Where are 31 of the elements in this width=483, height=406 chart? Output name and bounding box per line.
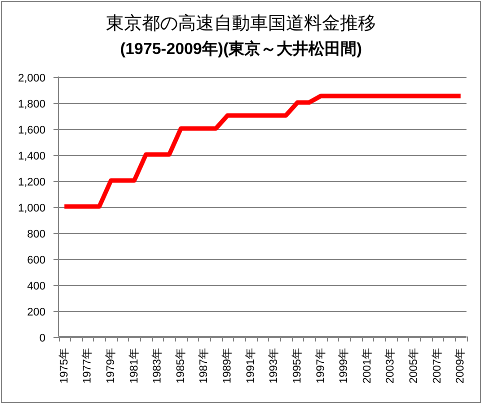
x-tick-label: 1983年 <box>152 348 164 384</box>
y-tick-label: 600 <box>27 254 46 266</box>
y-tick-label: 800 <box>27 228 46 240</box>
y-tick-label: 1,800 <box>18 98 46 110</box>
y-tick-label: 1,600 <box>18 124 46 136</box>
x-tick-label: 1987年 <box>198 348 210 384</box>
x-tick-label: 2005年 <box>408 348 420 384</box>
x-tick-label: 2001年 <box>361 348 374 384</box>
y-tick-label: 1,400 <box>18 150 46 162</box>
x-tick-label: 1989年 <box>222 348 234 384</box>
x-tick-label: 2009年 <box>454 348 467 384</box>
x-tick-label: 2003年 <box>384 348 397 384</box>
y-tick-label: 200 <box>27 306 46 318</box>
x-tick-label: 1985年 <box>174 348 187 384</box>
y-tick-label: 1,200 <box>18 176 46 188</box>
x-tick-label: 2007年 <box>431 348 444 384</box>
x-tick-label: 1995年 <box>291 348 304 384</box>
y-tick-label: 400 <box>27 280 46 292</box>
x-tick-label: 1979年 <box>104 348 117 384</box>
subtitle: (1975-2009年)(東京～大井松田間) <box>120 41 362 58</box>
x-tick-label: 1975年 <box>58 348 70 384</box>
x-tick-label: 1993年 <box>268 348 280 384</box>
y-tick-label: 0 <box>39 332 46 344</box>
y-tick-label: 1,000 <box>18 202 46 214</box>
x-tick-label: 1991年 <box>244 348 257 384</box>
y-tick-label: 2,000 <box>18 72 46 84</box>
x-tick-label: 1981年 <box>128 348 140 384</box>
x-tick-label: 1997年 <box>314 348 327 384</box>
x-tick-label: 1999年 <box>338 348 350 384</box>
title: 東京都の高速自動車国道料金推移 <box>106 13 376 33</box>
x-tick-label: 1977年 <box>82 348 94 384</box>
